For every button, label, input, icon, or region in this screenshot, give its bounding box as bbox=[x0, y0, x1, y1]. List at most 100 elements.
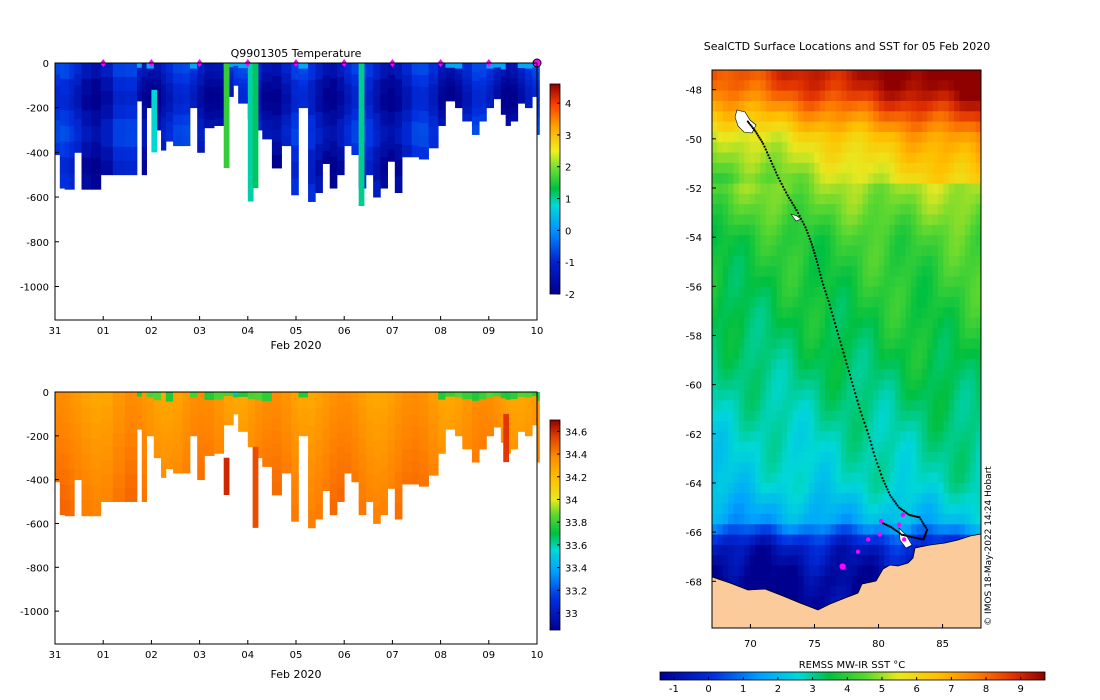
track-point bbox=[746, 120, 749, 123]
sst-cell bbox=[722, 472, 729, 484]
colorbar-tick-label: 34 bbox=[565, 495, 578, 506]
track-point bbox=[815, 260, 819, 263]
profile-marker bbox=[389, 59, 396, 63]
sst-cell bbox=[846, 555, 853, 567]
sst-cell bbox=[765, 307, 772, 319]
sst-cell bbox=[733, 276, 740, 288]
sst-cell bbox=[830, 338, 837, 350]
sst-cell bbox=[781, 441, 788, 453]
sst-cell bbox=[781, 472, 788, 484]
section-cell bbox=[173, 135, 184, 147]
sst-cell bbox=[776, 328, 783, 340]
sst-cell bbox=[819, 596, 826, 608]
section-cell bbox=[493, 80, 502, 86]
section-cell bbox=[479, 113, 487, 122]
sst-cell bbox=[916, 317, 923, 329]
sst-cell bbox=[733, 359, 740, 371]
sst-cell bbox=[905, 121, 912, 133]
sst-cell bbox=[841, 317, 848, 329]
sst-cell bbox=[868, 328, 874, 340]
sst-cell bbox=[760, 204, 767, 216]
sst-cell bbox=[862, 400, 869, 412]
sst-cell bbox=[905, 162, 912, 174]
sst-cell bbox=[905, 390, 912, 401]
sst-cell bbox=[792, 348, 799, 360]
sst-cell bbox=[932, 235, 939, 247]
section-cell bbox=[510, 427, 519, 436]
sst-cell bbox=[900, 555, 907, 567]
sst-cell bbox=[959, 627, 966, 628]
sst-cell bbox=[776, 193, 783, 205]
track-point bbox=[916, 515, 919, 519]
section-cell bbox=[91, 63, 102, 80]
section-cell bbox=[141, 433, 147, 448]
section-cell bbox=[455, 397, 463, 404]
sst-cell bbox=[975, 173, 981, 185]
sst-cell bbox=[835, 173, 842, 185]
section-cell bbox=[153, 408, 162, 418]
x-tick-label: 31 bbox=[49, 326, 62, 337]
track-point bbox=[810, 243, 814, 246]
section-cell bbox=[418, 474, 429, 487]
sst-cell bbox=[760, 80, 767, 92]
sst-cell bbox=[878, 503, 885, 515]
section-cell bbox=[214, 102, 225, 111]
sst-cell bbox=[760, 482, 767, 494]
section-cell bbox=[428, 63, 439, 75]
track-point bbox=[781, 185, 785, 188]
section-cell bbox=[91, 392, 102, 408]
sst-cell bbox=[927, 142, 934, 154]
section-cell bbox=[315, 455, 323, 472]
sst-cell bbox=[916, 276, 923, 288]
sst-cell bbox=[760, 575, 767, 587]
section-cell bbox=[262, 438, 273, 449]
sst-cell bbox=[932, 173, 939, 185]
section-cell bbox=[124, 132, 138, 148]
track-point bbox=[820, 277, 823, 280]
sst-cell bbox=[781, 162, 788, 174]
sst-cell bbox=[937, 142, 944, 154]
sst-cell bbox=[964, 627, 971, 628]
colorbar-tick-label: 3 bbox=[565, 131, 571, 142]
section-cell bbox=[329, 422, 338, 439]
sst-cell bbox=[760, 224, 767, 236]
sst-cell bbox=[733, 493, 740, 505]
sst-cell bbox=[964, 493, 971, 505]
section-cell bbox=[59, 407, 66, 424]
sst-cell bbox=[975, 482, 981, 494]
section-cell bbox=[438, 407, 446, 416]
section-cell bbox=[262, 419, 273, 430]
sst-cell bbox=[851, 390, 858, 401]
sst-cell bbox=[868, 162, 874, 174]
sst-cell bbox=[738, 390, 745, 401]
sst-cell bbox=[884, 328, 891, 340]
sst-cell bbox=[846, 121, 853, 133]
sst-cell bbox=[755, 70, 762, 81]
sst-cell bbox=[937, 266, 944, 278]
sst-cell bbox=[722, 100, 729, 112]
sst-cell bbox=[776, 183, 783, 195]
track-point bbox=[877, 465, 880, 469]
section-cell bbox=[438, 392, 446, 401]
sst-cell bbox=[830, 162, 837, 174]
sst-cell bbox=[964, 193, 971, 205]
sst-cell bbox=[868, 410, 874, 422]
sst-cell bbox=[738, 142, 745, 154]
sst-cell bbox=[830, 524, 837, 536]
sst-cell bbox=[975, 286, 981, 298]
sst-cell bbox=[857, 524, 864, 536]
sst-cell bbox=[755, 193, 762, 205]
section-cell bbox=[418, 99, 429, 112]
section-cell bbox=[124, 63, 138, 78]
sst-cell bbox=[787, 152, 794, 164]
sst-cell bbox=[884, 451, 891, 463]
section-cell bbox=[418, 403, 429, 416]
sst-cell bbox=[722, 111, 729, 123]
sst-cell bbox=[776, 297, 783, 309]
sst-cell bbox=[814, 276, 821, 288]
sst-cell bbox=[900, 224, 907, 236]
sst-cell bbox=[792, 534, 799, 546]
sst-cell bbox=[803, 235, 810, 247]
sst-cell bbox=[835, 235, 842, 247]
sst-cell bbox=[808, 503, 815, 515]
